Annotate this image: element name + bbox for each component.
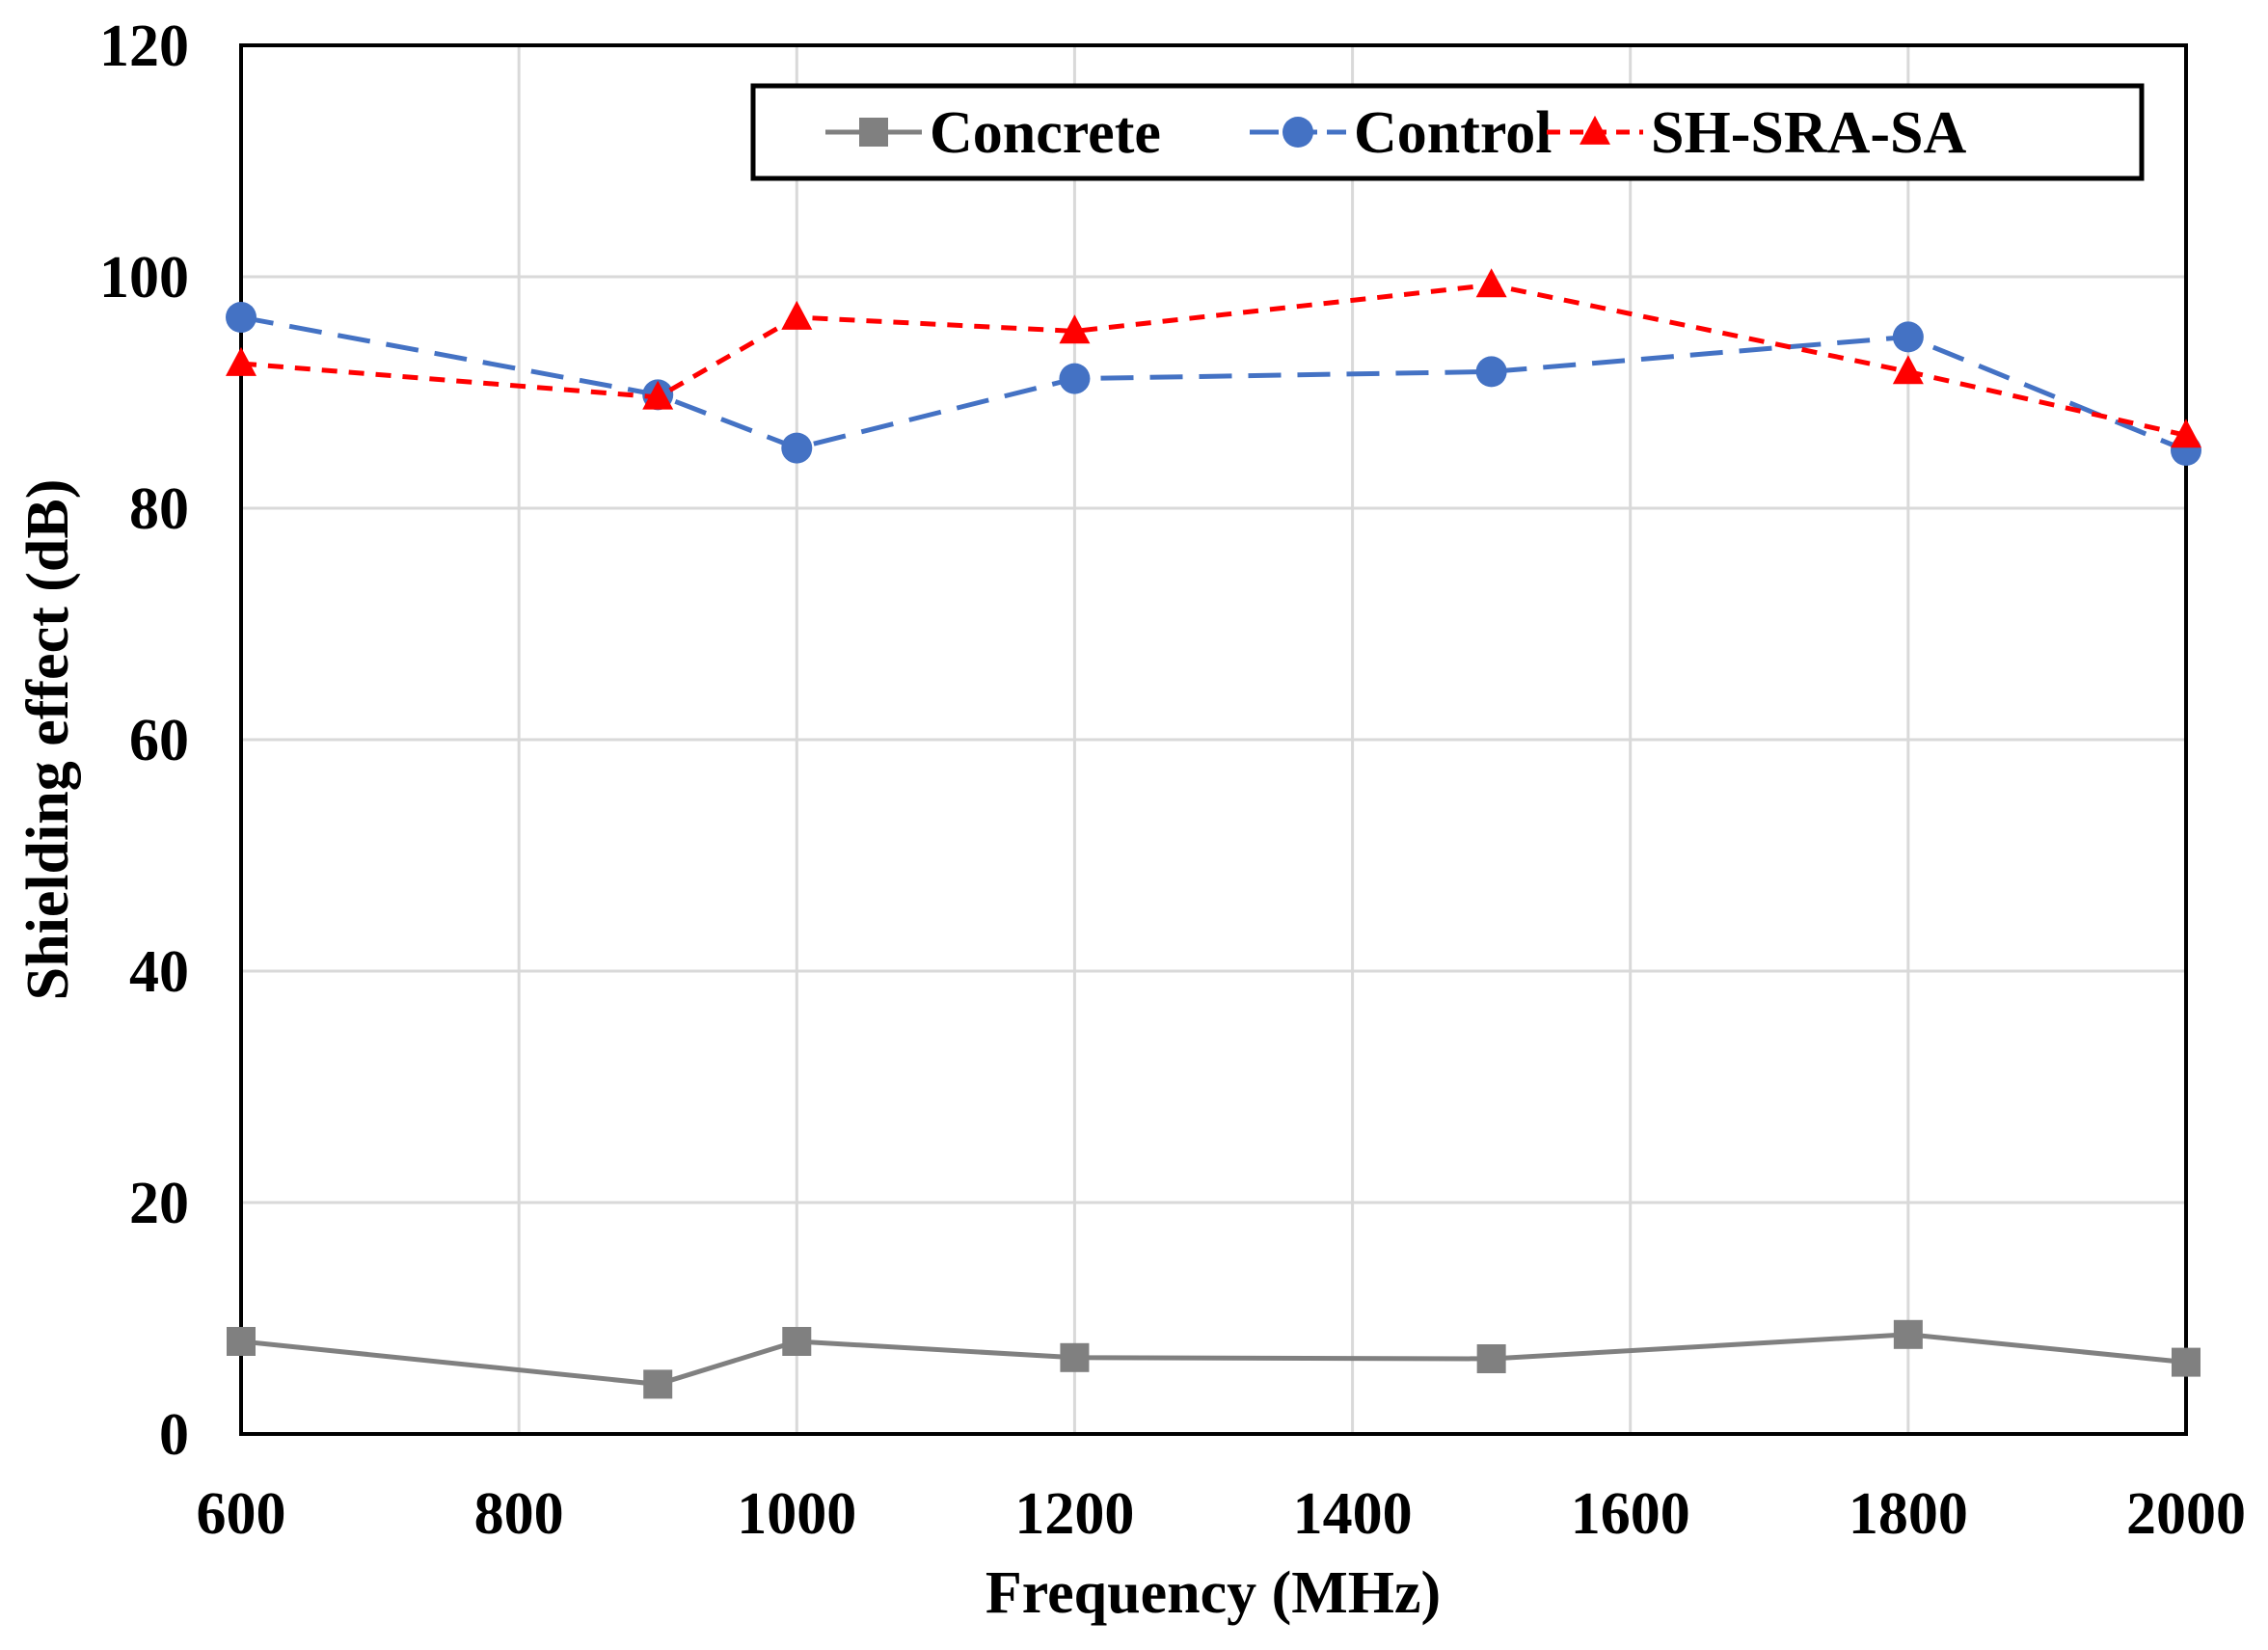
data-point-control (1475, 356, 1507, 388)
data-point-concrete (782, 1327, 812, 1356)
data-point-sh-sra-sa (226, 346, 256, 376)
y-tick-label: 120 (99, 14, 189, 79)
data-point-concrete (1060, 1342, 1090, 1372)
y-tick-label: 60 (129, 708, 189, 773)
series-line-sh-sra-sa (240, 282, 2187, 438)
data-point-sh-sra-sa (1892, 355, 1924, 385)
data-point-sh-sra-sa (781, 300, 813, 330)
y-tick-label: 80 (129, 476, 189, 542)
data-point-control (781, 432, 813, 464)
axis-ticks: 600 800 1000 1200 1400 1600 1800 2000 0 20 40 60 80 1… (99, 14, 2246, 1547)
legend-marker-sh-sra-sa (1580, 115, 1610, 145)
plot-area (239, 43, 2188, 1436)
data-point-concrete (1893, 1319, 1923, 1349)
x-tick-label: 1400 (1293, 1481, 1413, 1547)
x-axis-title: Frequency (MHz) (986, 1560, 1441, 1626)
legend-label-sh-sra-sa: SH-SRA-SA (1651, 100, 1967, 166)
legend-item-control: Control (1250, 100, 1552, 166)
y-tick-label: 20 (129, 1171, 189, 1236)
legend-item-sh-sra-sa: SH-SRA-SA (1547, 100, 1967, 166)
x-tick-label: 2000 (2126, 1481, 2246, 1547)
x-tick-label: 1000 (737, 1481, 856, 1547)
legend-label-concrete: Concrete (930, 100, 1161, 166)
data-point-concrete (1476, 1344, 1506, 1373)
data-point-sh-sra-sa (1059, 314, 1091, 344)
data-point-concrete (2172, 1347, 2200, 1377)
data-point-control (226, 302, 256, 333)
x-tick-label: 1600 (1571, 1481, 1690, 1547)
series-concrete (227, 1319, 2200, 1399)
x-tick-label: 1200 (1014, 1481, 1134, 1547)
y-axis-title: Shielding effect (dB) (15, 479, 81, 1001)
legend-item-concrete: Concrete (825, 100, 1161, 166)
data-point-concrete (643, 1369, 673, 1399)
data-point-concrete (227, 1327, 256, 1356)
x-tick-label: 600 (197, 1481, 286, 1547)
legend-box (750, 83, 2145, 181)
x-tick-label: 800 (474, 1481, 564, 1547)
y-tick-label: 40 (129, 939, 189, 1005)
grid-lines (241, 45, 2186, 1434)
y-tick-label: 100 (99, 245, 189, 311)
legend-marker-concrete (859, 118, 888, 147)
legend-label-control: Control (1354, 100, 1552, 166)
legend-entries: Concrete Control SH-SRA-SA (825, 100, 1967, 166)
series-sh-sra-sa (226, 268, 2201, 448)
data-point-sh-sra-sa (642, 380, 674, 410)
data-point-control (1892, 321, 1924, 353)
legend-marker-control (1282, 117, 1313, 148)
data-point-control (1059, 363, 1091, 394)
series-group (226, 268, 2201, 1399)
x-tick-label: 1800 (1849, 1481, 1968, 1547)
data-point-sh-sra-sa (1475, 268, 1507, 298)
y-tick-label: 0 (159, 1402, 189, 1468)
legend: Concrete Control SH-SRA-SA (750, 83, 2145, 181)
data-point-sh-sra-sa (2171, 419, 2201, 448)
